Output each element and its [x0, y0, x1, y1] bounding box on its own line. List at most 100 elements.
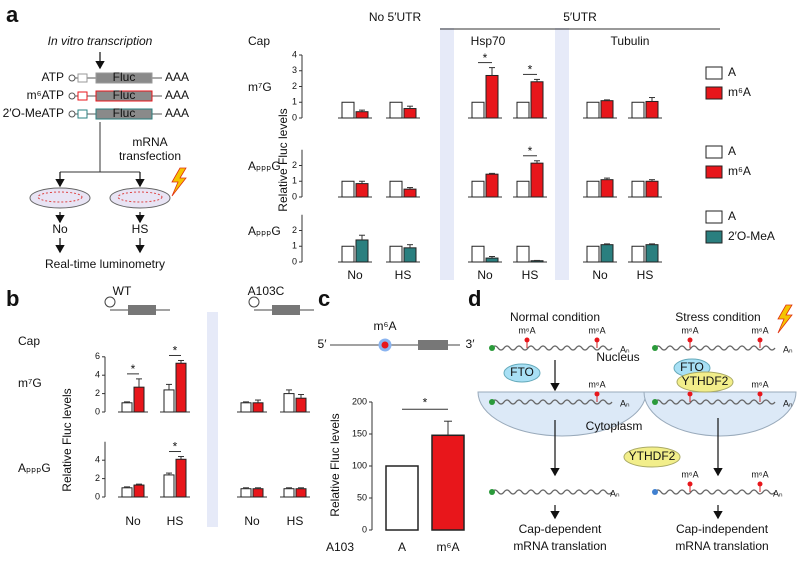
bar [530, 260, 544, 263]
gene-box [418, 340, 448, 350]
bar [645, 244, 659, 263]
bar [295, 488, 307, 498]
y-tick-label: 3 [292, 65, 297, 75]
condition-label: HS [132, 222, 149, 236]
m6a-dot [687, 481, 693, 487]
bar [516, 101, 530, 119]
gene-label: Fluc [113, 70, 136, 84]
bolt-icon [777, 304, 793, 334]
tail-label: Aₙ [773, 488, 783, 498]
x-tick-label: HS [167, 514, 184, 528]
condition-title: Normal condition [510, 310, 600, 324]
stem-loop [248, 296, 260, 308]
legend-swatch [705, 145, 723, 159]
outcome-label: mRNA translation [513, 539, 606, 553]
sig-star: * [131, 362, 136, 376]
bar [530, 81, 544, 119]
step-label: transfection [119, 149, 181, 163]
bar [163, 389, 175, 413]
y-tick-label: 2 [292, 225, 297, 235]
mod-label: m⁶A [374, 319, 397, 333]
bar [175, 458, 187, 498]
bar [471, 101, 485, 119]
condition-title: Stress condition [675, 310, 760, 324]
y-tick-label: 150 [352, 428, 367, 438]
column-title: A103C [248, 284, 285, 298]
x-tick-label: No [592, 268, 608, 282]
gene-label: Fluc [113, 88, 136, 102]
schematic-title: In vitro transcription [48, 34, 153, 48]
bar [355, 183, 369, 198]
tail-label: Aₙ [620, 344, 630, 354]
legend-label: A [728, 65, 736, 79]
construct-label: 2′O-MeATP [3, 106, 64, 120]
y-tick-label: 1 [292, 97, 297, 107]
utr-box [77, 109, 88, 119]
dish-cells [117, 191, 163, 203]
mark-label: m⁶A [681, 469, 698, 479]
protein [623, 446, 681, 468]
y-tick-label: 100 [352, 460, 367, 470]
tail-label: Aₙ [610, 488, 620, 498]
bar [283, 393, 295, 413]
bar [403, 108, 417, 119]
bar [403, 247, 417, 263]
legend-label: A [728, 209, 736, 223]
gene-box [128, 305, 156, 315]
sig-star: * [173, 344, 178, 358]
group-header: 5′UTR [563, 10, 597, 24]
legend-swatch [705, 86, 723, 100]
cap-dot [68, 92, 76, 100]
bar [403, 188, 417, 198]
column-title: WT [113, 284, 132, 298]
bar [530, 162, 544, 198]
bar [485, 257, 499, 263]
x-tick-label: No [477, 268, 493, 282]
sig-star: * [423, 395, 428, 409]
y-tick-label: 0 [292, 256, 297, 266]
outcome-label: Cap-independent [676, 522, 769, 536]
bar [252, 402, 264, 413]
protein-label: FTO [510, 365, 534, 379]
bar [586, 180, 600, 198]
cap-header: Cap [248, 34, 270, 48]
x-prefix: A103 [326, 540, 354, 554]
panel-label: d [468, 286, 481, 311]
mrna [491, 489, 613, 495]
m6a-dot [757, 481, 763, 487]
cap [652, 345, 658, 351]
mark-label: m⁶A [751, 379, 768, 389]
column-title: No 5′UTR [369, 10, 422, 24]
y-tick-label: 2 [95, 388, 100, 398]
bar [355, 239, 369, 263]
sig-star: * [483, 51, 488, 65]
bar [631, 180, 645, 198]
protein [676, 371, 734, 393]
tail-label: AAA [165, 106, 189, 120]
y-tick-label: 0 [292, 112, 297, 122]
bar [240, 488, 252, 498]
construct-label: m⁶ATP [27, 88, 64, 102]
protein [503, 363, 541, 383]
nucleus [477, 391, 647, 437]
cap [489, 345, 495, 351]
y-tick-label: 6 [95, 351, 100, 361]
tail-label: AAA [165, 88, 189, 102]
y-tick-label: 4 [95, 455, 100, 465]
bar [645, 100, 659, 119]
band [207, 312, 218, 527]
bar [121, 402, 133, 413]
bar [431, 434, 465, 531]
bar [252, 488, 264, 498]
legend-swatch [705, 165, 723, 179]
end-label: 5′ [318, 337, 328, 351]
protein-label: YTHDF2 [682, 374, 729, 388]
bar [389, 245, 403, 263]
bar [389, 180, 403, 198]
y-axis-label: Relative Fluc levels [328, 413, 342, 516]
bar [485, 173, 499, 198]
mark-label: m⁶A [588, 325, 605, 335]
legend-label: m⁶A [728, 85, 751, 99]
legend-label: m⁶A [728, 164, 751, 178]
